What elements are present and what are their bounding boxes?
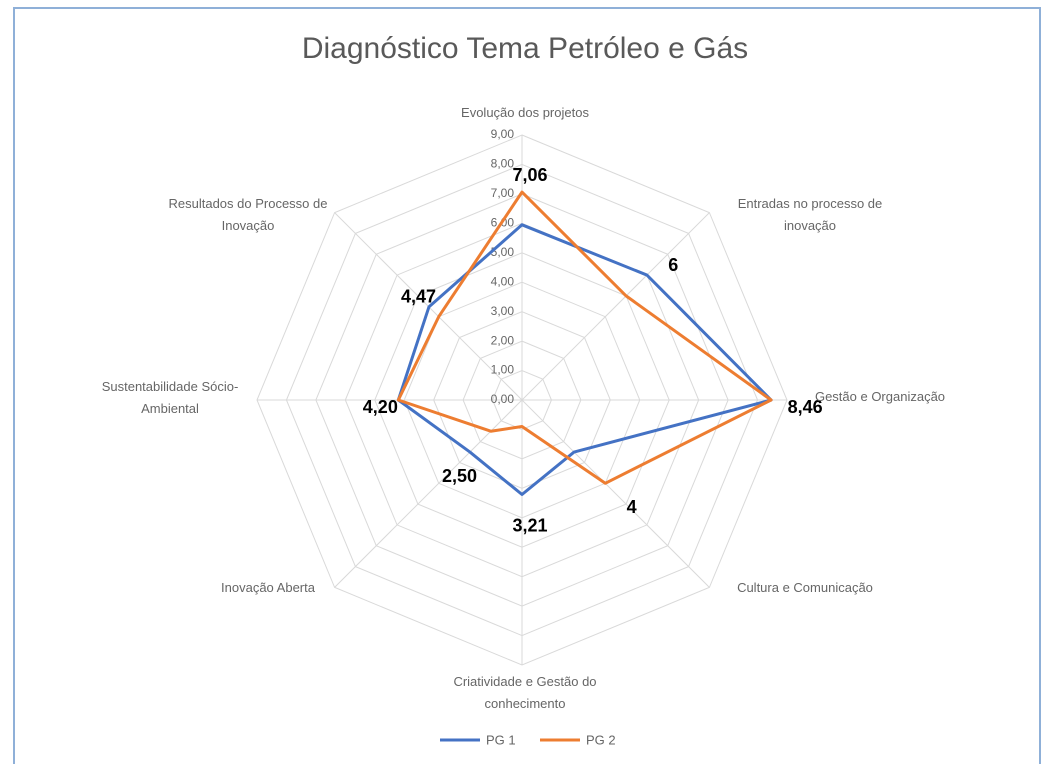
category-label: Cultura e Comunicação (737, 580, 873, 595)
chart-title: Diagnóstico Tema Petróleo e Gás (302, 32, 748, 65)
category-label: Inovação Aberta (221, 580, 315, 595)
r-tick-label: 1,00 (491, 363, 515, 377)
spoke (521, 399, 710, 588)
data-label: 4,47 (401, 287, 436, 307)
r-tick-label: 8,00 (491, 157, 515, 171)
series-line (396, 190, 773, 485)
category-label: Resultados do Processo de Inovação (168, 196, 328, 233)
data-label: 3,21 (512, 515, 547, 535)
category-label: Gestão e Organização (814, 389, 946, 404)
r-tick-label: 3,00 (491, 304, 515, 318)
legend-label: PG 2 (586, 732, 616, 747)
category-label: Criatividade e Gestão do conhecimento (453, 674, 597, 711)
series-line (396, 223, 773, 497)
data-label: 8,46 (788, 397, 823, 417)
r-tick-label: 5,00 (491, 245, 515, 259)
category-label: Entradas no processo de inovação (737, 196, 883, 233)
data-label: 2,50 (442, 466, 477, 486)
r-tick-label: 0,00 (491, 392, 515, 406)
data-label: 4,20 (363, 397, 398, 417)
legend-label: PG 1 (486, 732, 516, 747)
frame-border (13, 7, 1041, 764)
data-label: 7,06 (512, 165, 547, 185)
category-label: Sustentabilidade Sócio-Ambiental (101, 379, 239, 416)
r-tick-label: 9,00 (491, 127, 515, 141)
r-tick-label: 4,00 (491, 274, 515, 288)
r-tick-label: 7,00 (491, 186, 515, 200)
spoke (521, 212, 710, 401)
r-tick-label: 2,00 (491, 333, 515, 347)
data-label: 4 (627, 497, 637, 517)
spoke (334, 399, 523, 588)
data-label: 6 (668, 255, 678, 275)
category-label: Evolução dos projetos (461, 105, 589, 120)
